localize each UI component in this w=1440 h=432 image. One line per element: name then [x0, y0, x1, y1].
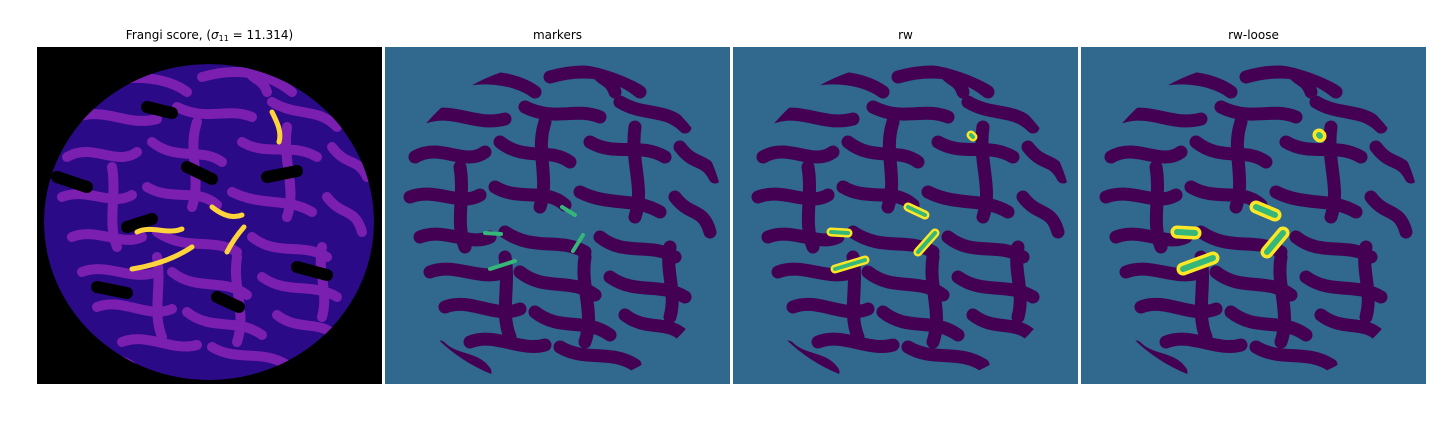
vessel-label	[763, 152, 833, 157]
vessel-label	[540, 122, 545, 207]
vessel-label	[932, 257, 937, 342]
gap	[147, 107, 172, 113]
marker-segment	[1177, 232, 1195, 233]
marker-segment	[1319, 135, 1320, 136]
vessel-label	[1111, 152, 1181, 157]
vessel-label	[1365, 247, 1369, 317]
markers-panel-title: markers	[385, 28, 730, 42]
rw-loose-panel-title: rw-loose	[1081, 28, 1426, 42]
vessel-label	[584, 257, 589, 342]
vessel	[82, 269, 157, 275]
vessel-label	[773, 114, 853, 121]
rw-panel-title: rw	[733, 28, 1078, 42]
vessel-label	[1280, 257, 1285, 342]
vessel-label	[982, 127, 987, 217]
vessel-label	[1236, 122, 1241, 207]
vessel-label	[425, 114, 505, 121]
vessel-label	[460, 167, 465, 247]
vessel-label	[634, 127, 639, 217]
markers-canvas	[385, 47, 730, 384]
vessel	[72, 234, 142, 240]
vessel	[67, 152, 137, 157]
markers-image	[385, 47, 730, 384]
vessel-label	[1121, 114, 1201, 121]
vessel-label	[1017, 247, 1021, 317]
vessel-label	[505, 257, 510, 337]
vessel-layer	[44, 64, 374, 380]
vessel-label	[1330, 127, 1335, 217]
rw-loose-canvas	[1081, 47, 1426, 384]
vessel-label	[758, 194, 828, 199]
vessel-label	[1106, 194, 1176, 199]
vessel	[62, 194, 132, 199]
vessel-label	[768, 234, 838, 240]
rw-canvas	[733, 47, 1078, 384]
vessel	[321, 247, 325, 317]
marker-segment	[971, 135, 973, 137]
vessel-label	[853, 257, 858, 337]
vessel	[157, 257, 162, 337]
vessel-label	[420, 234, 490, 240]
gap	[97, 287, 127, 293]
rw-loose-image	[1081, 47, 1426, 384]
rw-image	[733, 47, 1078, 384]
frangi-panel-title: Frangi score, (σ11 = 11.314)	[37, 28, 382, 43]
vessel-label	[525, 107, 600, 117]
vessel-label	[873, 107, 948, 117]
vessel-label	[415, 152, 485, 157]
gap	[297, 267, 327, 275]
vessel-label	[888, 122, 893, 207]
vessel-label	[1221, 107, 1296, 117]
vessel-label	[430, 269, 505, 275]
marker-segment	[831, 232, 848, 233]
vessel	[112, 167, 117, 247]
frangi-score-canvas	[37, 47, 382, 384]
frangi-score-image	[37, 47, 382, 384]
vessel-label	[410, 194, 480, 199]
gap	[267, 171, 297, 177]
marker-segment	[485, 233, 501, 234]
gap	[127, 219, 152, 227]
vessel-label	[669, 247, 673, 317]
vessel-label	[1156, 167, 1161, 247]
vessel-highlight	[137, 229, 182, 232]
vessel-label	[808, 167, 813, 247]
